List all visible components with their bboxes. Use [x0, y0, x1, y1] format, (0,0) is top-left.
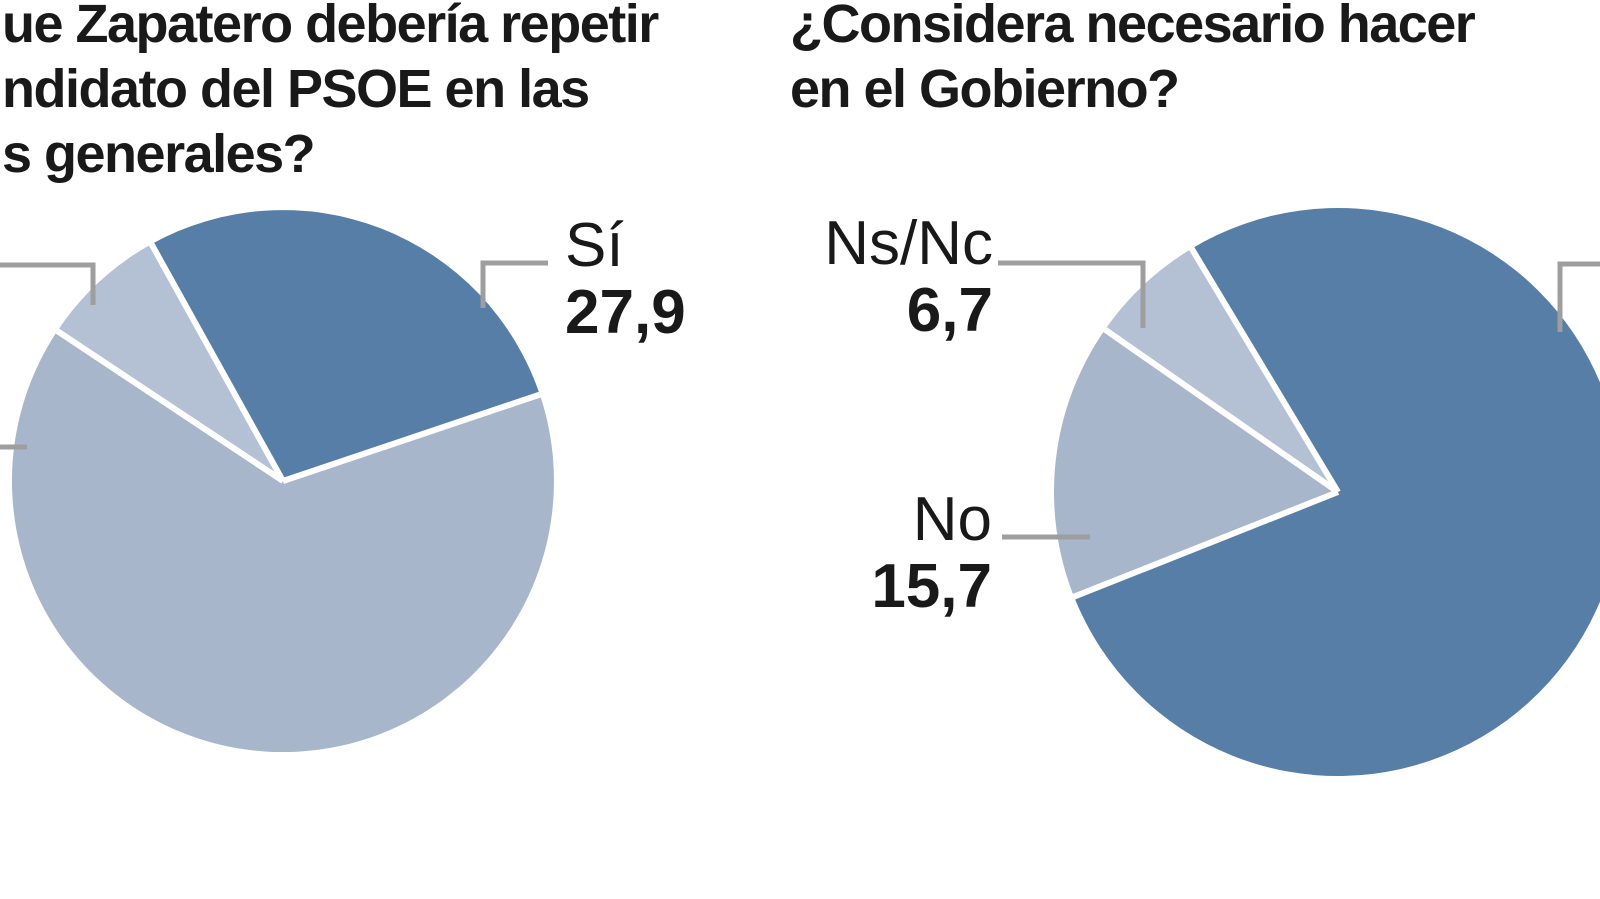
pie-1-slice-1 — [1053, 329, 1338, 597]
right-pie-nsnc-label: Ns/Nc 6,7 — [693, 210, 993, 344]
pie-0-slice-1 — [57, 244, 283, 481]
right-chart-title: ¿Considera necesario hacer en el Gobiern… — [790, 0, 1476, 122]
pie-1-leader-line-0 — [998, 260, 1146, 328]
pie-1-divider-1 — [1072, 489, 1340, 600]
right-pie-nsnc-label-value: 6,7 — [906, 276, 993, 345]
right-pie-nsnc-label-text: Ns/Nc — [824, 209, 993, 278]
right-pie-no-label: No 15,7 — [692, 486, 992, 620]
pie-1-leader-line-2 — [1557, 261, 1600, 332]
left-chart-title-line1: ue Zapatero debería repetir — [2, 0, 659, 54]
left-pie-si-label: Sí 27,9 — [565, 212, 686, 346]
right-chart-title-line1: ¿Considera necesario hacer — [790, 0, 1476, 54]
pie-0-leader-line-0 — [480, 260, 548, 308]
pie-1-slice-0 — [1074, 208, 1600, 776]
pie-0-divider-1 — [55, 328, 285, 484]
left-chart-title: ue Zapatero debería repetir ndidato del … — [2, 0, 659, 187]
right-pie-no-label-text: No — [912, 485, 992, 554]
pie-0-divider-2 — [148, 242, 286, 483]
left-chart-title-line3: s generales? — [2, 124, 316, 184]
left-pie-si-label-value: 27,9 — [565, 278, 686, 347]
pie-1-divider-0 — [1189, 247, 1341, 494]
left-pie-si-label-text: Sí — [565, 211, 624, 280]
pie-1-divider-2 — [1103, 327, 1340, 495]
right-pie-no-label-value: 15,7 — [871, 552, 992, 621]
pie-1-slice-2 — [1105, 248, 1338, 492]
pie-0-divider-0 — [282, 391, 541, 484]
right-chart-title-line2: en el Gobierno? — [790, 59, 1180, 119]
pie-0-leader-line-1 — [0, 262, 96, 305]
left-chart-title-line2: ndidato del PSOE en las — [2, 59, 590, 119]
